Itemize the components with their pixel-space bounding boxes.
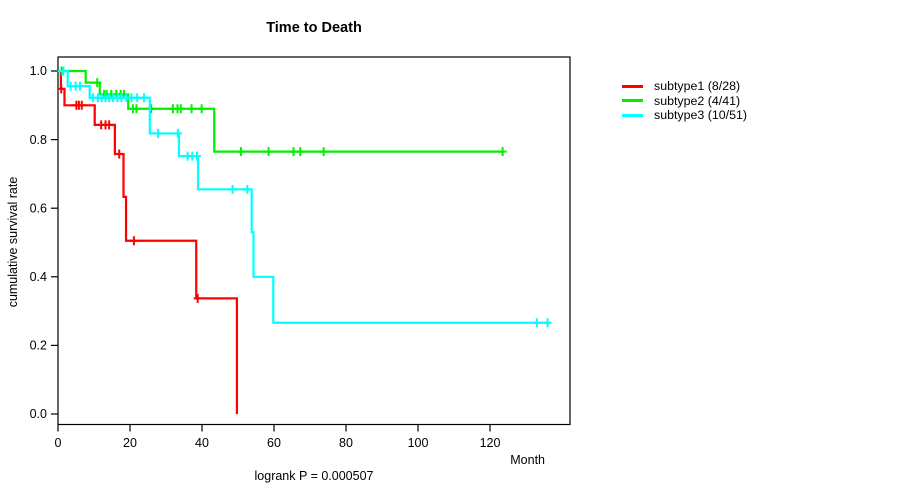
y-tick-label: 0.2 (30, 339, 47, 353)
chart-title: Time to Death (266, 20, 362, 36)
legend-line-swatch (622, 99, 643, 103)
x-tick-label: 100 (408, 436, 429, 450)
censor-marks-1 (57, 84, 202, 303)
legend-item-label: subtype2 (4/41) (654, 93, 741, 108)
legend-item-label: subtype1 (8/28) (654, 79, 741, 94)
logrank-pvalue-text: logrank P = 0.000507 (254, 469, 374, 483)
legend-item-2: subtype2 (4/41) (622, 94, 747, 109)
y-tick-label: 0.4 (30, 270, 47, 284)
x-tick-label: 60 (267, 436, 281, 450)
legend-item-label: subtype3 (10/51) (654, 108, 747, 123)
chart-legend: subtype1 (8/28) subtype2 (4/41) subtype3 (… (622, 79, 747, 123)
y-tick-label: 1.0 (30, 64, 47, 78)
survival-curve-2 (58, 69, 503, 153)
y-tick-label: 0.6 (30, 201, 47, 215)
censor-marks-3 (59, 66, 552, 328)
x-tick-label: 40 (195, 436, 209, 450)
legend-item-3: subtype3 (10/51) (622, 108, 747, 123)
legend-item-1: subtype1 (8/28) (622, 79, 747, 94)
x-tick-label: 0 (55, 436, 62, 450)
x-tick-label: 120 (480, 436, 501, 450)
legend-line-swatch (622, 113, 643, 117)
x-axis-unit-label: Month (510, 453, 545, 467)
survival-curve-1 (58, 69, 239, 414)
y-tick-label: 0.0 (30, 407, 47, 421)
legend-line-swatch (622, 84, 643, 88)
x-tick-label: 20 (123, 436, 137, 450)
censor-marks-2 (57, 66, 507, 157)
plot-frame (57, 56, 571, 426)
x-tick-label: 80 (339, 436, 353, 450)
y-tick-label: 0.8 (30, 133, 47, 147)
